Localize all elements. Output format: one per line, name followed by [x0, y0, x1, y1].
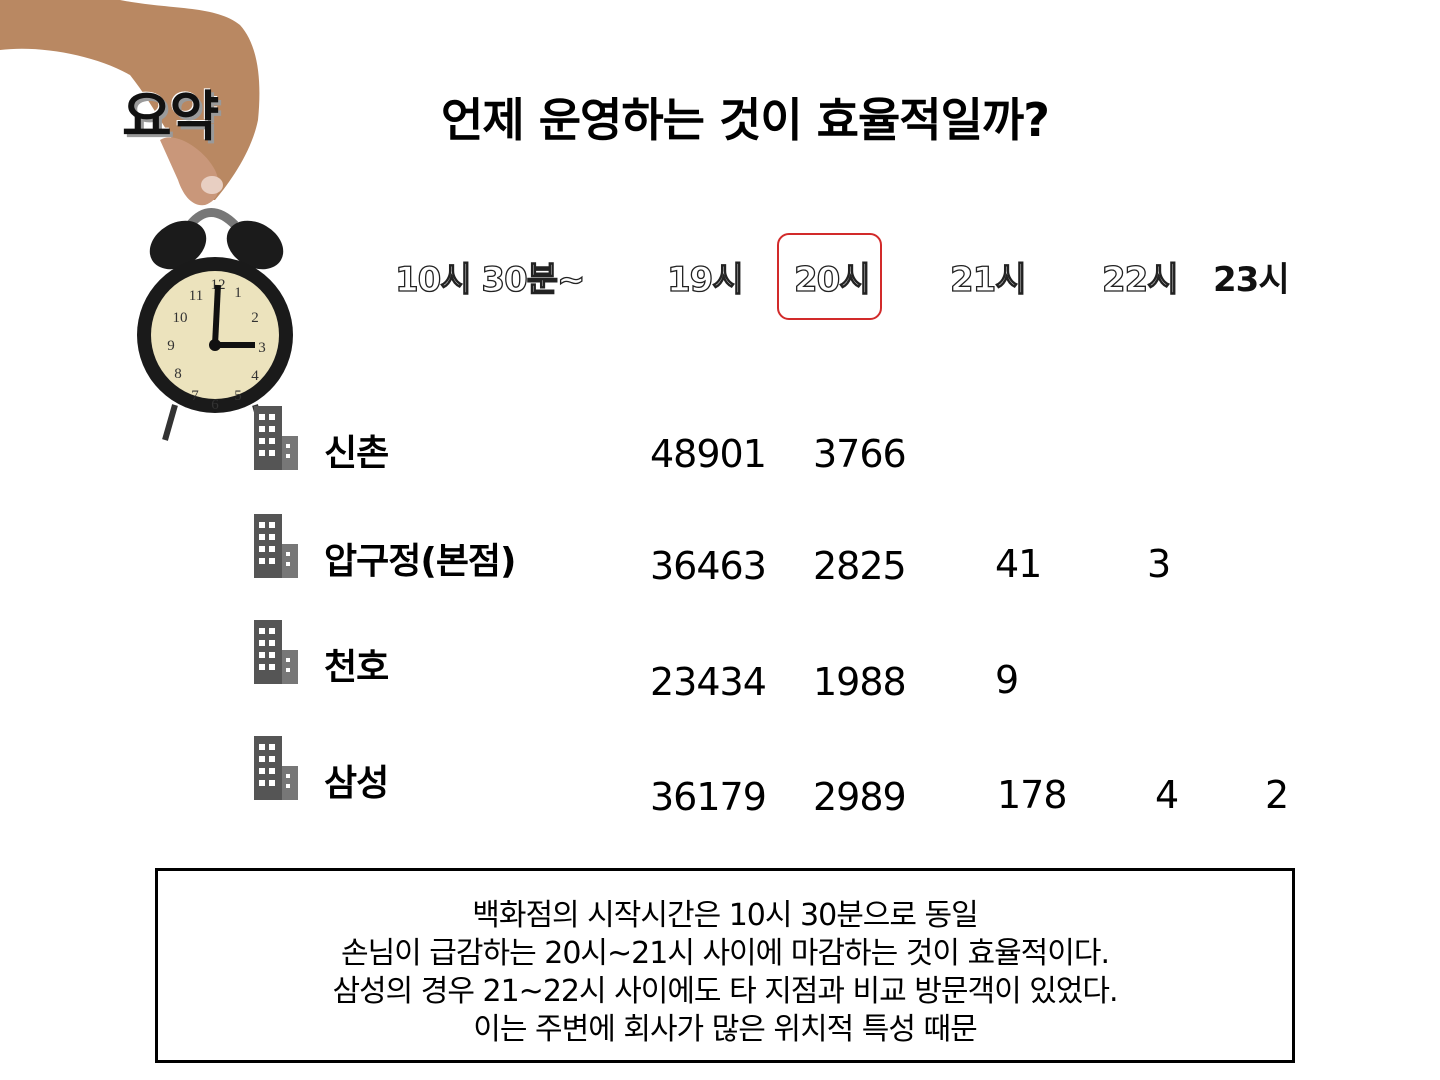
- note-line: 백화점의 시작시간은 10시 30분으로 동일: [472, 898, 979, 933]
- note-line: 이는 주변에 회사가 많은 위치적 특성 때문: [473, 1012, 977, 1047]
- value-19: 48901: [650, 432, 767, 476]
- value-20: 1988: [813, 660, 907, 704]
- value-21: 9: [995, 658, 1019, 702]
- value-20: 2825: [813, 544, 907, 588]
- svg-text:7: 7: [191, 388, 199, 404]
- column-header-23: 23시: [1213, 260, 1290, 300]
- column-header-start: 10시 30분~: [394, 259, 586, 300]
- column-header-21: 21시: [949, 259, 1027, 300]
- svg-text:9: 9: [167, 338, 175, 354]
- svg-text:4: 4: [251, 368, 259, 384]
- svg-text:10: 10: [173, 310, 188, 326]
- store-name: 신촌: [324, 433, 389, 474]
- store-name: 삼성: [324, 763, 389, 804]
- column-header-22: 22시: [1101, 259, 1179, 300]
- store-name: 압구정(본점): [324, 541, 517, 582]
- summary-title: 요약: [122, 85, 219, 148]
- store-name: 천호: [324, 647, 389, 688]
- building-icon: [254, 406, 298, 470]
- highlight-box-20: [777, 233, 882, 320]
- svg-text:11: 11: [189, 288, 203, 304]
- svg-text:6: 6: [211, 397, 219, 413]
- value-21: 41: [995, 542, 1042, 586]
- svg-text:3: 3: [258, 340, 266, 356]
- summary-note-box: [155, 868, 1295, 1063]
- svg-text:8: 8: [174, 366, 182, 382]
- svg-text:2: 2: [251, 310, 259, 326]
- value-19: 36179: [650, 775, 767, 819]
- column-header-20: 20시: [793, 259, 871, 300]
- value-22: 4: [1155, 773, 1179, 817]
- value-19: 23434: [650, 660, 767, 704]
- value-20: 2989: [813, 775, 907, 819]
- note-line: 손님이 급감하는 20시~21시 사이에 마감하는 것이 효율적이다.: [340, 936, 1110, 971]
- svg-text:1: 1: [234, 285, 242, 301]
- building-icon: [254, 514, 298, 578]
- value-20: 3766: [813, 432, 907, 476]
- value-23: 2: [1265, 773, 1289, 817]
- value-19: 36463: [650, 544, 767, 588]
- value-21: 178: [997, 773, 1068, 817]
- slide-title: 언제 운영하는 것이 효율적일까?: [441, 93, 1050, 147]
- value-22: 3: [1147, 542, 1171, 586]
- building-icon: [254, 620, 298, 684]
- building-icon: [254, 736, 298, 800]
- column-header-19: 19시: [666, 259, 744, 300]
- note-line: 삼성의 경우 21~22시 사이에도 타 지점과 비교 방문객이 있었다.: [332, 974, 1118, 1009]
- svg-text:5: 5: [234, 388, 242, 404]
